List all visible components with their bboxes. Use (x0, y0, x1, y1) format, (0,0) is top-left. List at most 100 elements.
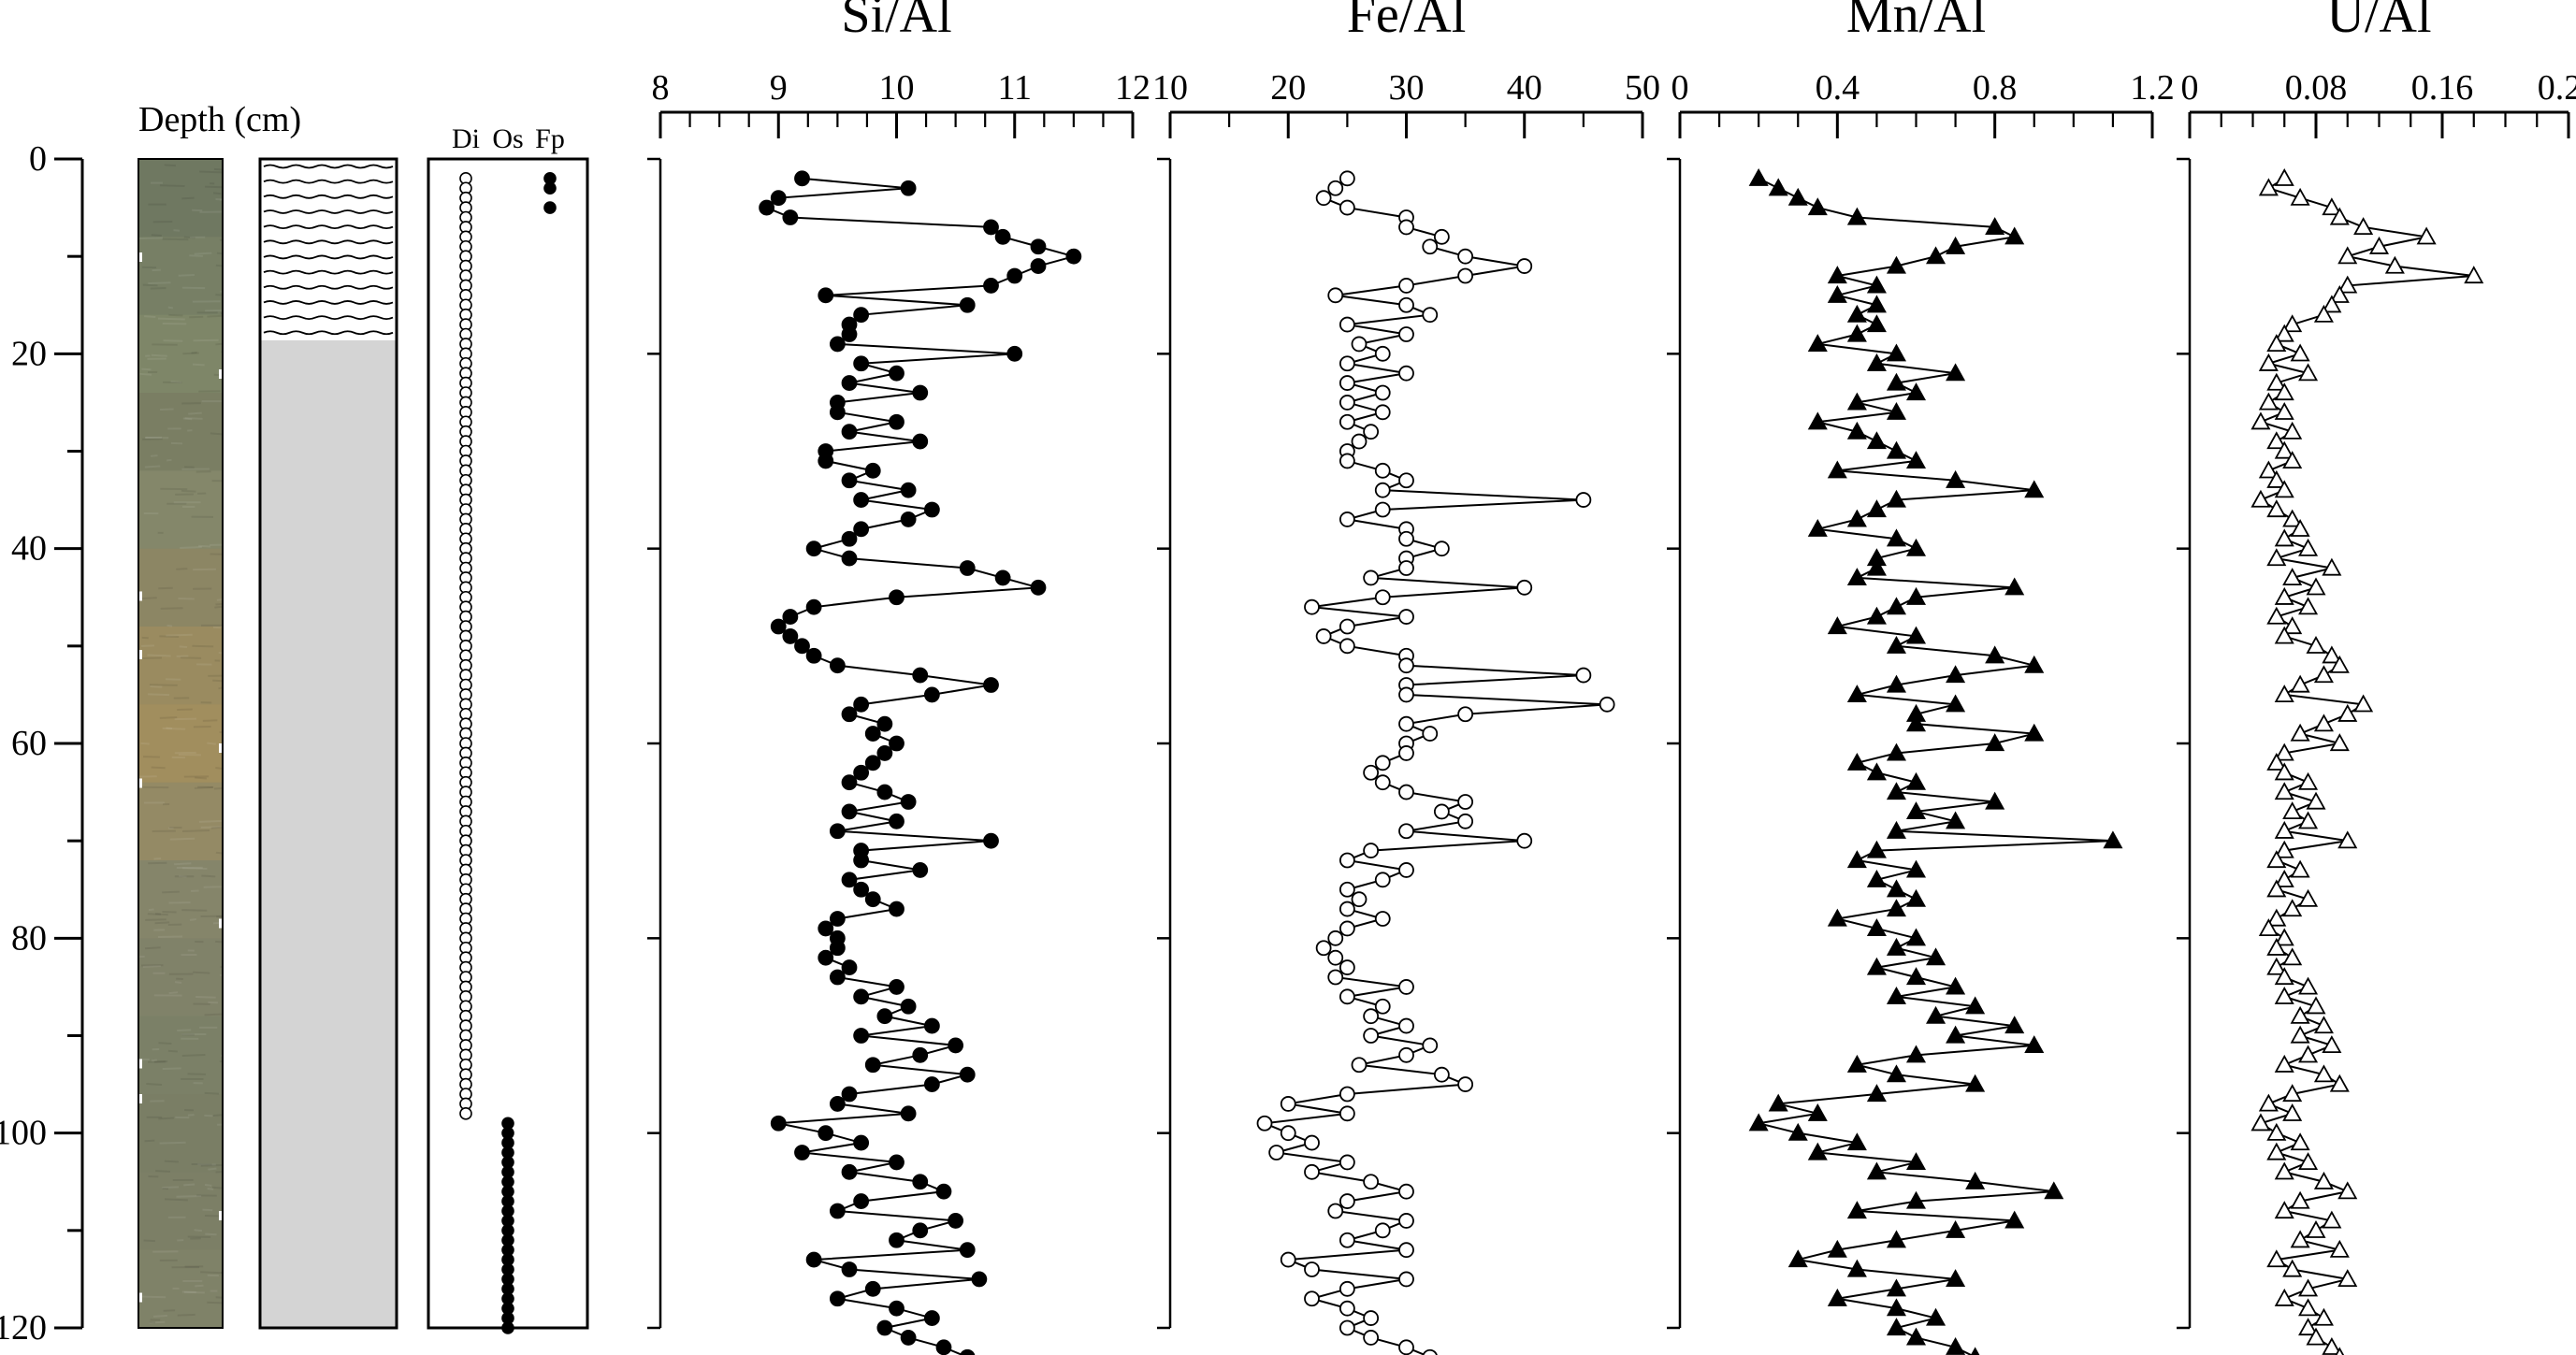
series-marker (1340, 1233, 1354, 1247)
series-marker (2284, 901, 2301, 915)
series-marker (1328, 951, 1342, 965)
series-marker (1364, 1175, 1378, 1189)
series-marker (854, 1029, 868, 1043)
series-marker (1340, 1106, 1354, 1120)
sample-col-header: Di (452, 123, 480, 154)
series-marker (1399, 561, 1413, 575)
series-marker (843, 1165, 857, 1179)
axis-tick-label: 11 (997, 68, 1032, 108)
series-marker (866, 464, 880, 478)
series-marker (913, 435, 927, 449)
series-marker (1353, 337, 1367, 351)
series-marker (1848, 307, 1865, 322)
series-marker (1423, 1350, 1437, 1355)
series-marker (843, 1088, 857, 1102)
series-marker (2276, 170, 2293, 185)
series-marker (1750, 170, 1767, 185)
series-marker (1340, 1321, 1354, 1335)
series-marker (877, 786, 891, 800)
series-marker (1399, 327, 1413, 341)
series-marker (772, 620, 786, 634)
series-marker (2268, 501, 2285, 516)
series-marker (854, 989, 868, 1003)
series-marker (1281, 1126, 1295, 1140)
series-marker (1435, 804, 1449, 818)
series-marker (890, 367, 904, 381)
series-marker (984, 834, 998, 848)
depth-tick-label: 20 (11, 334, 47, 373)
series-marker (1340, 356, 1354, 370)
series-marker (1600, 698, 1614, 712)
series-marker (1340, 639, 1354, 653)
series-marker (1908, 541, 1925, 555)
series-marker (1376, 872, 1390, 887)
series-marker (1399, 1243, 1413, 1257)
series-marker (1340, 512, 1354, 526)
series-marker (1458, 250, 1472, 264)
series-marker (1340, 454, 1354, 468)
series-marker (1908, 384, 1925, 399)
series-marker (902, 795, 916, 809)
series-marker (818, 951, 832, 965)
series-marker (2276, 686, 2293, 701)
series-marker (1376, 1223, 1390, 1237)
axis-tick-label: 0 (1672, 68, 1689, 108)
series-marker (890, 590, 904, 604)
series-marker (2006, 228, 2023, 243)
series-marker (2300, 1046, 2317, 1061)
series-marker (1340, 415, 1354, 429)
series-marker (890, 980, 904, 994)
depth-tick-label: 80 (11, 918, 47, 958)
series-marker (890, 415, 904, 429)
series-marker (1376, 386, 1390, 400)
series-marker (913, 863, 927, 877)
series-marker (1868, 501, 1885, 516)
series-marker (1328, 1204, 1342, 1218)
series-marker (1770, 180, 1787, 195)
series-marker (1576, 669, 1590, 683)
series-marker (1868, 764, 1885, 779)
series-marker (1868, 355, 1885, 370)
series-marker (925, 687, 939, 701)
series-marker (843, 425, 857, 439)
axis-tick-label: 40 (1507, 68, 1542, 108)
series-marker (843, 376, 857, 390)
series-marker (807, 649, 821, 663)
series-marker (1399, 1272, 1413, 1286)
series-marker (1376, 405, 1390, 419)
series-marker (937, 1340, 951, 1354)
series-marker (996, 570, 1010, 584)
series-marker (1317, 629, 1331, 643)
series-marker (1399, 1340, 1413, 1354)
sample-panel: DiOsFp (428, 123, 587, 1333)
series-marker (2268, 1145, 2285, 1160)
series-marker (1888, 940, 1904, 955)
series-marker (1376, 464, 1390, 478)
series-marker (843, 552, 857, 566)
series-marker (948, 1038, 962, 1052)
series-marker (937, 1185, 951, 1199)
series-marker (854, 698, 868, 712)
series-marker (843, 473, 857, 487)
series-marker (1458, 269, 1472, 283)
series-marker (984, 220, 998, 234)
series-marker (890, 1233, 904, 1247)
series-marker (1340, 883, 1354, 897)
series-marker (843, 775, 857, 789)
series-marker (1305, 1136, 1319, 1150)
series-marker (877, 1321, 891, 1335)
series-marker (1789, 190, 1806, 205)
axis-tick-label: 30 (1389, 68, 1425, 108)
axis-tick-label: 9 (770, 68, 788, 108)
series-marker (1435, 541, 1449, 555)
series-marker (2276, 1057, 2293, 1072)
series-marker (890, 814, 904, 829)
series-marker (1399, 220, 1413, 234)
series-marker (1364, 1311, 1378, 1325)
series-marker (2292, 1134, 2308, 1149)
series-marker (1399, 746, 1413, 760)
series-marker (1399, 863, 1413, 877)
series-marker (890, 1302, 904, 1316)
series-marker (843, 532, 857, 546)
series-marker (795, 639, 809, 653)
